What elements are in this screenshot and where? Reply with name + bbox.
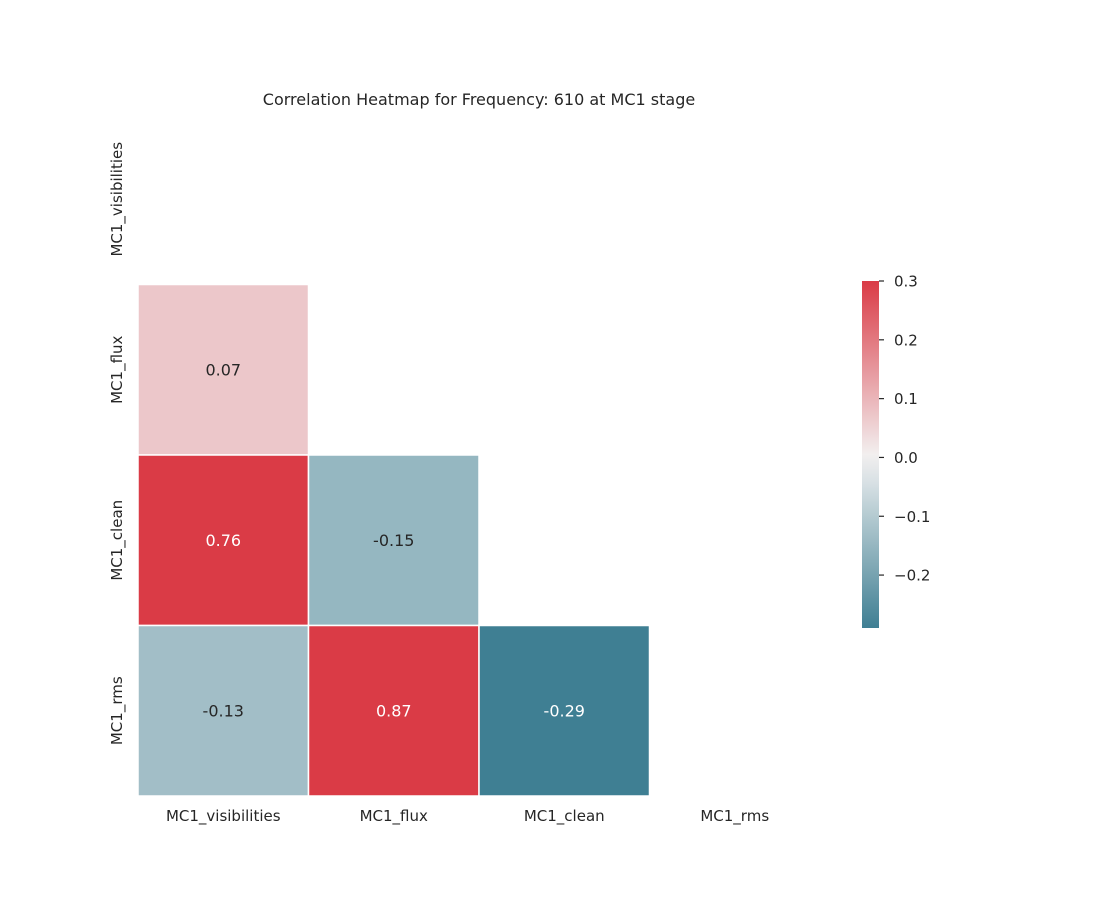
y-tick-label: MC1_flux [108,335,127,403]
x-tick-label: MC1_rms [700,807,769,826]
x-tick-label: MC1_flux [360,807,428,826]
x-tick-labels: MC1_visibilities MC1_flux MC1_clean MC1_rms [166,807,769,826]
colorbar-tick-label: 0.3 [894,273,918,291]
cell-value-label: -0.13 [203,701,244,720]
x-tick-label: MC1_visibilities [166,807,281,826]
cell-value-label: -0.15 [373,531,414,550]
cell-value-label: 0.07 [205,360,241,379]
heatmap-cell [137,624,310,797]
colorbar-tick-label: 0.2 [894,331,918,349]
chart-title: Correlation Heatmap for Frequency: 610 a… [263,90,695,109]
y-tick-label: MC1_rms [108,676,127,745]
cell-value-label: 0.87 [376,701,412,720]
heatmap-cell [307,454,480,627]
heatmap-cells: 0.07 0.76 -0.15 -0.13 0.87 -0.29 [137,283,651,797]
heatmap-cell [137,283,310,456]
heatmap-cell [137,454,310,627]
colorbar-gradient [862,281,879,628]
y-tick-labels: MC1_visibilities MC1_flux MC1_clean MC1_rms [108,142,127,745]
heatmap-cell [478,624,651,797]
y-tick-label: MC1_visibilities [108,142,127,257]
colorbar-tick-label: −0.1 [894,508,930,526]
colorbar-ticks: 0.3 0.2 0.1 0.0 −0.1 −0.2 [879,273,930,585]
cell-value-label: 0.76 [205,531,241,550]
colorbar-tick-label: −0.2 [894,567,930,585]
heatmap-cell [307,624,480,797]
colorbar-tick-label: 0.0 [894,449,918,467]
colorbar: 0.3 0.2 0.1 0.0 −0.1 −0.2 [862,273,930,628]
cell-value-label: -0.29 [544,701,585,720]
x-tick-label: MC1_clean [524,807,605,826]
y-tick-label: MC1_clean [108,500,127,581]
colorbar-tick-label: 0.1 [894,390,918,408]
